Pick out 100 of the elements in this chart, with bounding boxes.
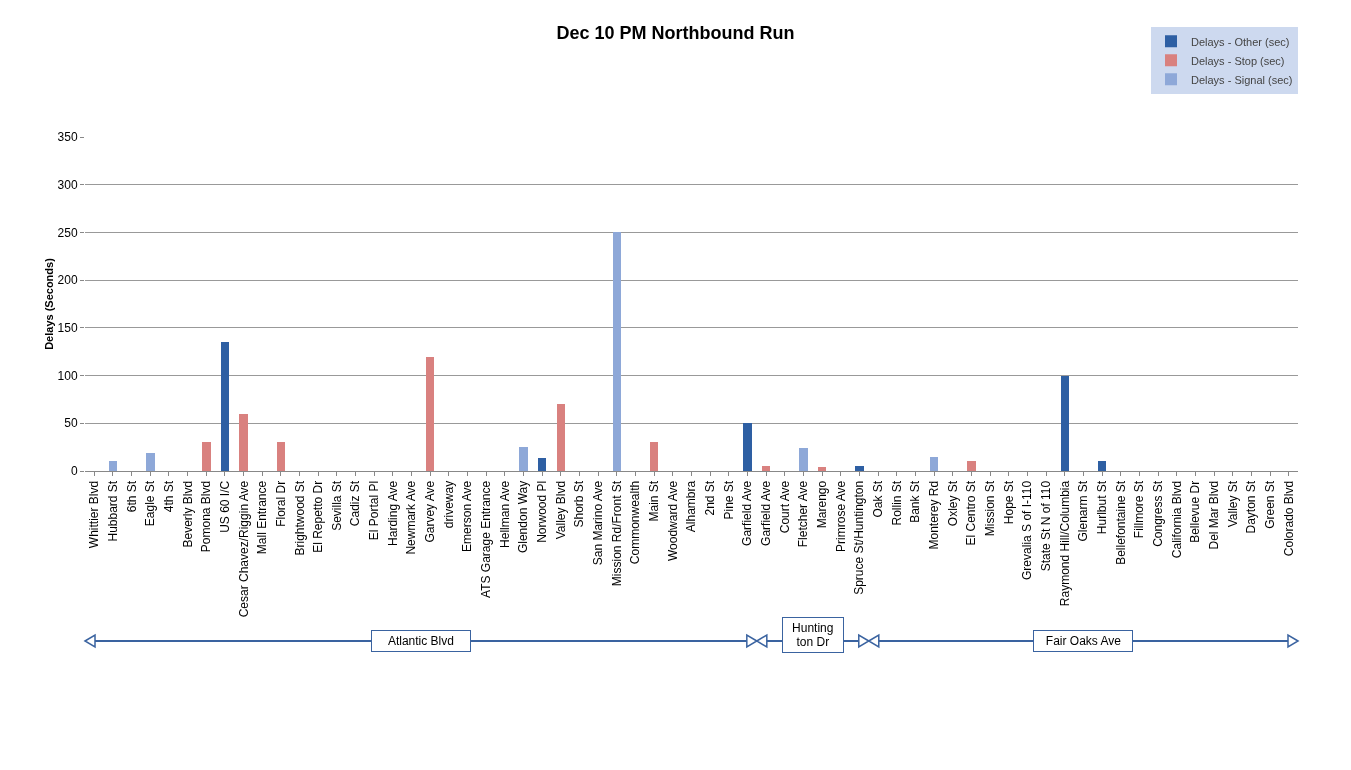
x-tick-label: Garfield Ave [759,480,774,546]
text: Atlantic Blvd [370,630,471,652]
bar [108,461,118,471]
x-tick-label: Brightwood St [292,480,307,556]
x-tick-label: Floral Dr [273,480,288,527]
x-tick-label: Main St [647,480,662,522]
x-tick-label: Hellman Ave [497,480,512,548]
x-tick-label: Primrose Ave [833,480,848,552]
x-tick-label: Emerson Ave [460,480,475,552]
legend-label: Delays - Other (sec) [1191,35,1290,48]
x-tick-label: Marengo [815,480,830,529]
x-tick-label: Mission Rd/Front St [609,480,624,587]
x-tick-label: Court Ave [777,480,792,534]
bar [239,413,248,471]
x-tick-label: Mission St [982,480,997,537]
bar [649,442,659,471]
x-tick-label: Glenarm St [1076,480,1091,542]
bar [612,232,622,471]
bar [743,423,752,471]
x-tick-label: Garfield Ave [740,480,755,546]
bar [967,461,976,471]
x-tick-label: Oak St [871,480,886,518]
bar [799,448,808,471]
x-tick-label: El Centro St [964,480,979,546]
x-tick-label: Pine St [721,480,736,520]
text: Hunting ton Dr [781,617,844,653]
x-tick-label: Colorado Blvd [1281,480,1296,557]
x-tick-label: Mall Entrance [255,480,270,555]
x-tick-label: Oxley St [945,480,960,527]
bar [1060,375,1069,471]
x-tick-label: Spruce St/Huntington [852,480,867,595]
y-axis-title: Delays (Seconds) [43,257,55,350]
x-tick-label: Garvey Ave [423,480,438,543]
x-tick-label: Alhambra [684,480,699,533]
x-tick-label: US 60 I/C [217,480,232,533]
y-tick-label: 350 [57,130,78,145]
x-tick-label: Green St [1262,480,1277,529]
x-tick-label: Hubbard St [105,480,120,542]
x-tick-label: Fletcher Ave [796,480,811,548]
x-tick-label: Eagle St [143,480,158,527]
x-tick-label: Glendon Way [516,480,531,554]
x-tick-label: Raymond Hill/Columbia [1057,480,1072,607]
x-tick-label: Bellevue Dr [1188,480,1203,543]
bar [276,442,286,471]
x-tick-label: Norwood Pl [535,480,550,543]
x-tick-label: Cadiz St [348,480,363,527]
bar [146,452,155,471]
bar [220,342,230,471]
legend-label: Delays - Stop (sec) [1191,54,1285,67]
x-tick-label: State St N of 110 [1038,480,1053,572]
bar [202,442,211,471]
x-tick-label: Newmark Ave [404,480,419,555]
y-tick-label: 300 [57,177,78,192]
chart-title: Dec 10 PM Northbound Run [556,23,795,44]
x-tick-label: 6th St [124,480,139,513]
text: Fair Oaks Ave [1033,630,1134,652]
bar [817,467,827,471]
x-tick-label: Hurlbut St [1094,480,1109,535]
x-tick-label: Sevilla St [329,480,344,531]
x-tick-label: Valley Blvd [553,480,568,540]
y-tick-label: 250 [57,225,78,240]
bar [556,404,566,471]
x-tick-label: Congress St [1150,480,1165,547]
x-tick-label: El Repetto Dr [311,480,326,553]
x-tick-label: ATS Garage Entrance [479,480,494,598]
x-tick-label: driveway [441,480,456,529]
bar [1097,461,1107,471]
y-tick-label: 100 [57,368,78,383]
x-tick-label: Commonwealth [628,480,643,565]
x-tick-label: Hope St [1001,480,1016,525]
x-tick-label: Shorb St [572,480,587,528]
x-tick-label: Fillmore St [1132,480,1147,539]
bar [761,466,771,471]
x-tick-label: 2nd St [703,480,718,516]
bar [519,447,528,471]
y-tick-label: 0 [70,464,78,479]
x-tick-label: Rollin St [889,480,904,526]
x-tick-label: Harding Ave [385,480,400,546]
x-tick-label: Beverly Blvd [180,480,195,548]
bar [929,456,939,471]
x-tick-label: Cesar Chavez/Riggin Ave [236,480,251,618]
x-tick-label: Bank St [908,480,923,523]
x-tick-label: California Blvd [1169,480,1184,559]
bar [538,457,547,471]
y-tick-label: 150 [57,321,78,336]
x-tick-label: Woodward Ave [665,480,680,562]
y-tick-label: 50 [64,416,78,431]
x-tick-label: El Portal Pl [367,480,382,541]
x-tick-label: 4th St [161,480,176,513]
bar [855,466,864,471]
legend-label: Delays - Signal (sec) [1191,73,1293,86]
x-tick-label: Pomona Blvd [199,480,214,553]
x-tick-label: Valley St [1225,480,1240,528]
x-tick-label: Whittier Blvd [87,480,102,549]
y-tick-label: 200 [57,273,78,288]
x-tick-label: Monterey Rd [927,480,941,550]
x-tick-label: Del Mar Blvd [1206,480,1221,550]
x-tick-label: Dayton St [1244,480,1259,534]
x-tick-label: Grevalia S of I-110 [1020,480,1035,580]
bar [426,357,435,471]
